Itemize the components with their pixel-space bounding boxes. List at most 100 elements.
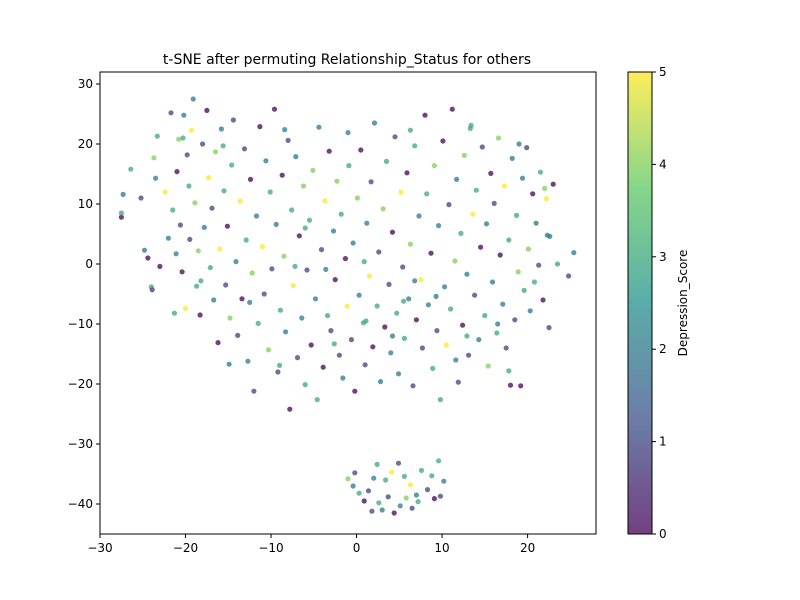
scatter-point (521, 287, 527, 293)
scatter-point (316, 124, 322, 130)
y-tick-label: −20 (68, 377, 93, 391)
scatter-point (356, 490, 362, 496)
scatter-point (293, 154, 299, 160)
y-tick-label: 20 (78, 137, 93, 151)
scatter-point (177, 222, 183, 228)
scatter-point (171, 310, 177, 316)
scatter-point (392, 134, 398, 140)
x-tick-label: 20 (520, 541, 535, 555)
y-tick-label: 10 (78, 197, 93, 211)
scatter-point (503, 345, 509, 351)
scatter-point (204, 107, 210, 113)
scatter-point (265, 347, 272, 353)
scatter-point (198, 278, 204, 284)
scatter-point (491, 200, 497, 206)
scatter-point (302, 225, 308, 231)
scatter-point (271, 106, 278, 112)
scatter-point (436, 223, 442, 229)
colorbar-tick-label: 0 (659, 527, 667, 541)
scatter-point (495, 135, 502, 141)
scatter-point (472, 292, 478, 298)
scatter-point (195, 248, 201, 254)
scatter-point (255, 320, 261, 326)
scatter-point (458, 230, 464, 236)
scatter-point (466, 352, 472, 358)
scatter-point (429, 473, 435, 479)
scatter-point (346, 163, 352, 169)
scatter-point (153, 175, 159, 181)
scatter-point (289, 207, 295, 213)
scatter-point (226, 361, 232, 367)
scatter-point (454, 176, 460, 182)
scatter-point (554, 261, 561, 267)
scatter-point (302, 382, 308, 388)
scatter-point (409, 505, 415, 511)
scatter-point (369, 508, 375, 514)
points-layer (118, 96, 577, 516)
scatter-point (318, 247, 325, 253)
scatter-point (180, 135, 186, 141)
scatter-point (386, 281, 392, 287)
scatter-point (525, 246, 532, 252)
scatter-point (389, 333, 396, 339)
y-tick-label: 0 (85, 257, 93, 271)
scatter-point (461, 152, 467, 158)
scatter-point (128, 166, 134, 172)
scatter-point (186, 183, 192, 189)
scatter-point (247, 176, 254, 182)
scatter-point (485, 363, 491, 369)
scatter-point (212, 149, 218, 155)
scatter-point (350, 240, 356, 246)
scatter-point (488, 170, 494, 176)
scatter-point (412, 143, 418, 149)
scatter-point (383, 158, 390, 164)
scatter-point (478, 244, 484, 250)
scatter-point (215, 340, 221, 346)
scatter-point (151, 155, 157, 161)
scatter-point (207, 265, 213, 271)
scatter-point (506, 237, 512, 243)
scatter-point (437, 493, 443, 499)
scatter-point (253, 213, 260, 219)
scatter-point (436, 458, 442, 464)
scatter-point (537, 169, 544, 175)
scatter-point (540, 297, 546, 303)
scatter-point (179, 269, 185, 275)
scatter-point (332, 277, 338, 283)
scatter-point (267, 189, 273, 195)
scatter-point (566, 273, 572, 279)
scatter-point (345, 130, 351, 136)
scatter-point (279, 172, 285, 178)
scatter-point (320, 364, 326, 370)
scatter-point (531, 279, 538, 285)
scatter-point (500, 301, 506, 307)
scatter-point (379, 507, 385, 513)
scatter-point (334, 178, 340, 184)
scatter-point (464, 333, 470, 339)
scatter-point (138, 195, 144, 201)
scatter-point (245, 358, 251, 364)
scatter-point (494, 330, 500, 336)
scatter-point (482, 313, 488, 319)
scatter-point (362, 362, 368, 368)
scatter-point (446, 202, 452, 208)
scatter-point (401, 473, 407, 479)
scatter-point (413, 492, 419, 498)
scatter-point (187, 236, 193, 242)
scatter-point (536, 262, 542, 268)
scatter-point (300, 183, 307, 189)
scatter-point (470, 211, 476, 217)
scatter-point (192, 200, 198, 206)
scatter-point (374, 303, 380, 309)
scatter-point (243, 237, 249, 243)
scatter-point (350, 483, 356, 489)
scatter-point (170, 207, 176, 213)
scatter-point (533, 220, 539, 226)
scatter-point (211, 297, 217, 303)
scatter-point (473, 187, 479, 193)
scatter-point (524, 145, 530, 151)
scatter-point (442, 284, 448, 290)
scatter-point (382, 324, 388, 330)
scatter-point (259, 244, 266, 250)
scatter-point (197, 312, 203, 318)
